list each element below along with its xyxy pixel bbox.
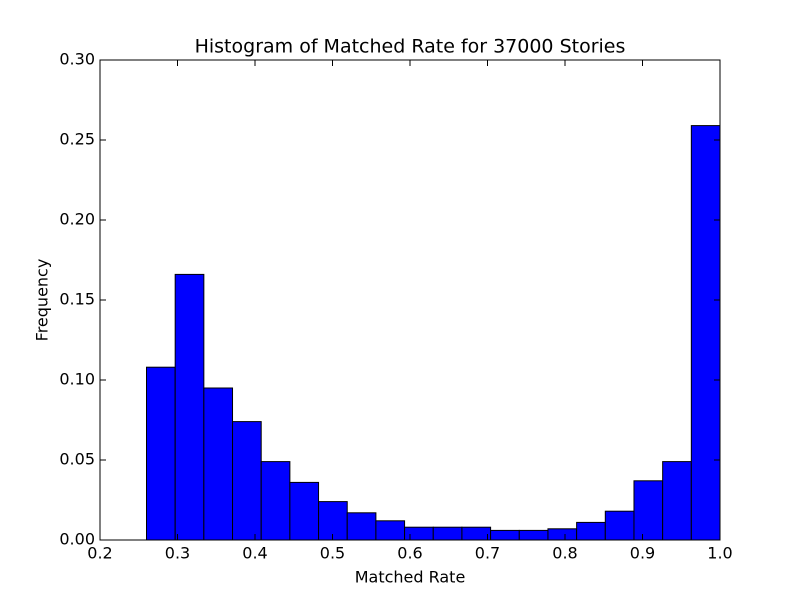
y-tick-label: 0.15 [59, 290, 95, 309]
x-tick-label: 0.5 [320, 544, 345, 563]
bar [346, 512, 377, 541]
bar [576, 521, 606, 541]
bar [174, 273, 205, 541]
bar [203, 387, 234, 541]
bar [604, 510, 635, 541]
y-tick-label: 0.30 [59, 50, 95, 69]
x-axis-label: Matched Rate [355, 568, 466, 587]
bar [461, 526, 492, 541]
x-tick-label: 0.4 [242, 544, 267, 563]
y-axis-label: Frequency [33, 259, 52, 342]
bar [662, 461, 692, 541]
bar [547, 528, 578, 541]
bar [490, 529, 520, 541]
x-tick-label: 0.3 [165, 544, 190, 563]
x-tick-label: 0.8 [552, 544, 577, 563]
y-tick-label: 0.25 [59, 130, 95, 149]
bar [518, 529, 549, 541]
bar [289, 481, 320, 541]
y-tick-label: 0.10 [59, 370, 95, 389]
y-tick-label: 0.20 [59, 210, 95, 229]
bar [690, 125, 721, 541]
bar [633, 480, 664, 541]
y-tick-label: 0.05 [59, 450, 95, 469]
bar [146, 366, 176, 541]
bar [432, 526, 463, 541]
x-tick-label: 0.9 [630, 544, 655, 563]
bar [232, 421, 262, 541]
x-tick-label: 1.0 [707, 544, 732, 563]
x-tick-label: 0.2 [87, 544, 112, 563]
bar [260, 461, 291, 541]
bar [404, 526, 434, 541]
x-tick-label: 0.7 [475, 544, 500, 563]
chart-title: Histogram of Matched Rate for 37000 Stor… [195, 36, 626, 58]
y-tick-label: 0.00 [59, 530, 95, 549]
bar [375, 520, 406, 541]
bar [318, 501, 348, 541]
x-tick-label: 0.6 [397, 544, 422, 563]
